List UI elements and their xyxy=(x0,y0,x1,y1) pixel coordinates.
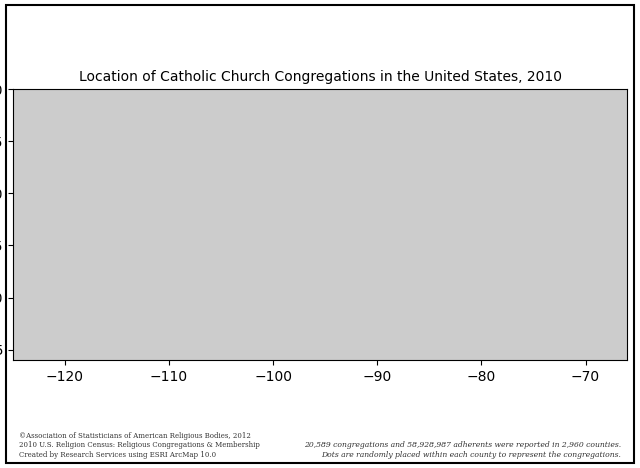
Text: ©Association of Statisticians of American Religious Bodies, 2012
2010 U.S. Relig: ©Association of Statisticians of America… xyxy=(19,432,260,459)
Title: Location of Catholic Church Congregations in the United States, 2010: Location of Catholic Church Congregation… xyxy=(79,70,561,84)
Text: 20,589 congregations and 58,928,987 adherents were reported in 2,960 counties.
D: 20,589 congregations and 58,928,987 adhe… xyxy=(303,441,621,459)
